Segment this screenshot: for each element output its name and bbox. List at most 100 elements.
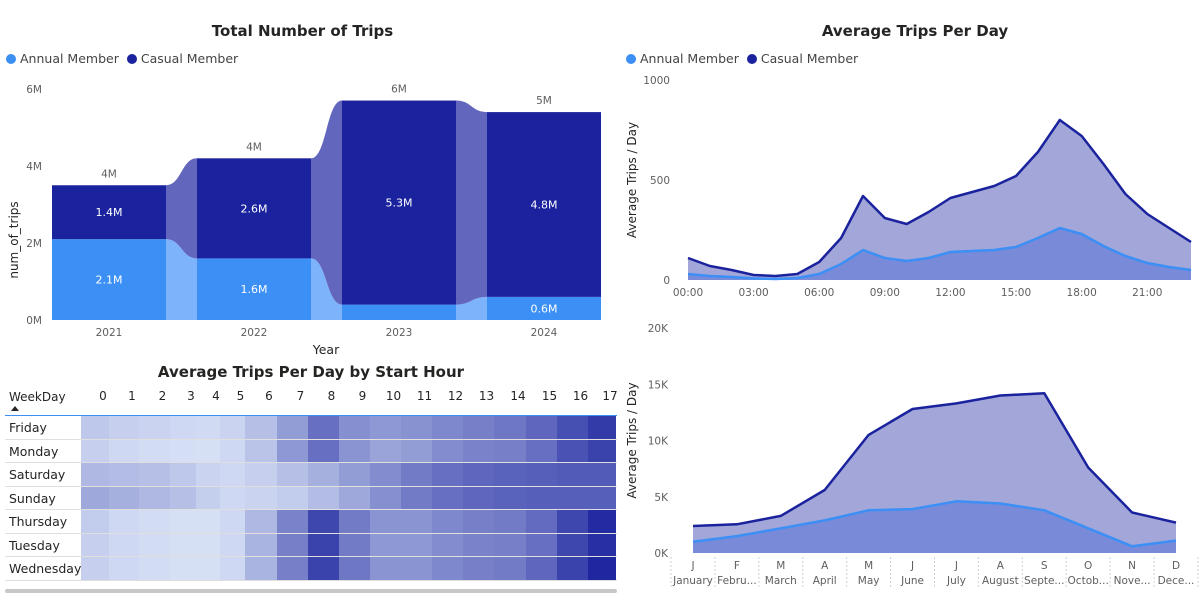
heatmap-cell[interactable] xyxy=(526,416,557,439)
heatmap-cell[interactable] xyxy=(588,416,616,439)
trips-per-hour-chart[interactable]: 0 500 1000 Average Trips / Day 00:00 03:00 06:… xyxy=(620,70,1200,310)
heatmap-cell[interactable] xyxy=(170,533,196,556)
heatmap-cell[interactable] xyxy=(220,486,245,509)
heatmap-cell[interactable] xyxy=(277,463,308,486)
heatmap-cell[interactable] xyxy=(139,510,170,533)
heatmap-cell[interactable] xyxy=(588,486,616,509)
heatmap-cell[interactable] xyxy=(220,510,245,533)
heatmap-cell[interactable] xyxy=(432,439,463,462)
heatmap-column-header[interactable]: 8 xyxy=(327,389,336,403)
heatmap-cell[interactable] xyxy=(588,463,616,486)
heatmap-cell[interactable] xyxy=(370,439,401,462)
total-trips-legend[interactable]: Annual Member Casual Member xyxy=(6,51,238,66)
heatmap-cell[interactable] xyxy=(308,486,339,509)
heatmap-cell[interactable] xyxy=(339,416,370,439)
heatmap-column-header[interactable]: 4 xyxy=(212,389,220,403)
heatmap-column-header[interactable]: 10 xyxy=(385,389,402,403)
heatmap-cell[interactable] xyxy=(494,439,526,462)
heatmap-cell[interactable] xyxy=(401,510,432,533)
heatmap-cell[interactable] xyxy=(370,486,401,509)
heatmap-cell[interactable] xyxy=(401,439,432,462)
heatmap-column-header[interactable]: 6 xyxy=(265,389,273,403)
heatmap-column-header[interactable]: 2 xyxy=(158,389,167,403)
heatmap-cell[interactable] xyxy=(245,510,277,533)
heatmap-cell[interactable] xyxy=(170,439,196,462)
heatmap-cell[interactable] xyxy=(339,439,370,462)
heatmap-cell[interactable] xyxy=(526,557,557,580)
heatmap-cell[interactable] xyxy=(196,463,220,486)
heatmap-cell[interactable] xyxy=(526,463,557,486)
heatmap-cell[interactable] xyxy=(432,486,463,509)
heatmap-cell[interactable] xyxy=(339,557,370,580)
heatmap-cell[interactable] xyxy=(139,557,170,580)
heatmap-cell[interactable] xyxy=(494,486,526,509)
heatmap-cell[interactable] xyxy=(109,557,139,580)
heatmap-cell[interactable] xyxy=(557,533,588,556)
heatmap-cell[interactable] xyxy=(432,510,463,533)
heatmap-cell[interactable] xyxy=(526,533,557,556)
horizontal-scrollbar[interactable] xyxy=(5,589,617,593)
heatmap-cell[interactable] xyxy=(463,416,494,439)
heatmap-row-header[interactable]: WeekDay xyxy=(9,390,66,404)
heatmap-cell[interactable] xyxy=(139,486,170,509)
heatmap-cell[interactable] xyxy=(308,463,339,486)
heatmap-cell[interactable] xyxy=(370,533,401,556)
heatmap-cell[interactable] xyxy=(170,416,196,439)
heatmap-cell[interactable] xyxy=(196,416,220,439)
heatmap-cell[interactable] xyxy=(401,416,432,439)
heatmap-cell[interactable] xyxy=(339,533,370,556)
heatmap-cell[interactable] xyxy=(220,557,245,580)
heatmap-column-header[interactable]: 12 xyxy=(447,389,464,403)
heatmap-cell[interactable] xyxy=(401,486,432,509)
heatmap-cell[interactable] xyxy=(81,439,109,462)
heatmap-cell[interactable] xyxy=(339,510,370,533)
heatmap-cell[interactable] xyxy=(557,416,588,439)
heatmap-cell[interactable] xyxy=(277,557,308,580)
heatmap-cell[interactable] xyxy=(81,486,109,509)
heatmap-cell[interactable] xyxy=(220,533,245,556)
heatmap-cell[interactable] xyxy=(277,486,308,509)
heatmap-cell[interactable] xyxy=(432,416,463,439)
heatmap-cell[interactable] xyxy=(432,533,463,556)
heatmap-cell[interactable] xyxy=(81,533,109,556)
heatmap-cell[interactable] xyxy=(277,416,308,439)
heatmap-cell[interactable] xyxy=(557,439,588,462)
heatmap-cell[interactable] xyxy=(109,463,139,486)
heatmap-column-header[interactable]: 1 xyxy=(128,389,136,403)
heatmap-cell[interactable] xyxy=(463,557,494,580)
heatmap-cell[interactable] xyxy=(308,510,339,533)
heatmap-cell[interactable] xyxy=(81,416,109,439)
heatmap-cell[interactable] xyxy=(432,463,463,486)
heatmap-cell[interactable] xyxy=(139,463,170,486)
heatmap-cell[interactable] xyxy=(170,463,196,486)
heatmap-cell[interactable] xyxy=(526,510,557,533)
heatmap-cell[interactable] xyxy=(339,463,370,486)
heatmap-cell[interactable] xyxy=(494,557,526,580)
trips-per-day-legend[interactable]: Annual Member Casual Member xyxy=(626,51,858,66)
heatmap-cell[interactable] xyxy=(463,439,494,462)
heatmap-cell[interactable] xyxy=(588,439,616,462)
heatmap-column-header[interactable]: 5 xyxy=(236,389,245,403)
heatmap-column-header[interactable]: 13 xyxy=(478,389,495,403)
heatmap-cell[interactable] xyxy=(308,416,339,439)
heatmap-cell[interactable] xyxy=(139,439,170,462)
heatmap-cell[interactable] xyxy=(494,510,526,533)
heatmap-cell[interactable] xyxy=(245,533,277,556)
heatmap-cell[interactable] xyxy=(109,439,139,462)
heatmap-cell[interactable] xyxy=(196,486,220,509)
heatmap-cell[interactable] xyxy=(170,486,196,509)
heatmap-cell[interactable] xyxy=(463,533,494,556)
heatmap-cell[interactable] xyxy=(196,557,220,580)
heatmap-cell[interactable] xyxy=(557,510,588,533)
heatmap-cell[interactable] xyxy=(588,557,616,580)
heatmap-cell[interactable] xyxy=(170,510,196,533)
heatmap-cell[interactable] xyxy=(109,416,139,439)
heatmap-cell[interactable] xyxy=(220,439,245,462)
heatmap-column-header[interactable]: 15 xyxy=(541,389,558,403)
heatmap-cell[interactable] xyxy=(494,463,526,486)
heatmap-cell[interactable] xyxy=(196,510,220,533)
heatmap-cell[interactable] xyxy=(308,439,339,462)
heatmap-cell[interactable] xyxy=(245,416,277,439)
heatmap-cell[interactable] xyxy=(557,557,588,580)
heatmap-cell[interactable] xyxy=(494,416,526,439)
